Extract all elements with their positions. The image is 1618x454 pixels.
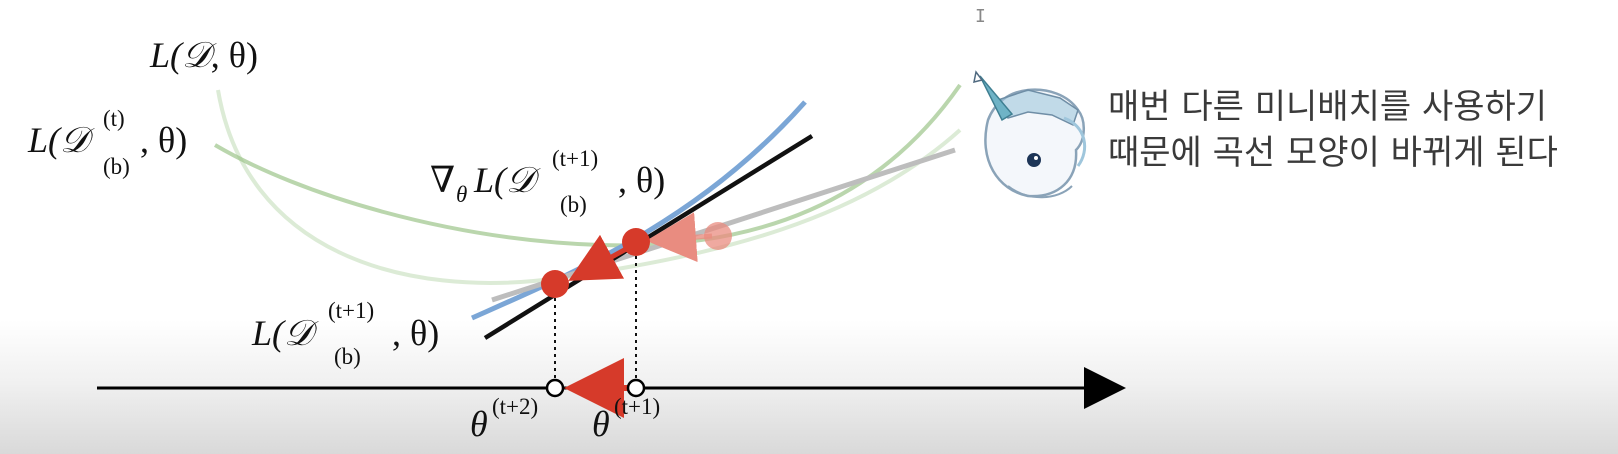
full-loss-label: L(𝒟, θ) [149, 35, 258, 75]
svg-text:(t): (t) [103, 106, 125, 131]
caption-line-2: 때문에 곡선 모양이 바뀌게 된다 [1108, 133, 1558, 173]
svg-text:(t+2): (t+2) [492, 394, 538, 419]
svg-text:L(𝒟: L(𝒟 [473, 160, 541, 200]
korean-caption: 매번 다른 미니배치를 사용하기 때문에 곡선 모양이 바뀌게 된다 [1108, 84, 1558, 176]
next-point-t2 [541, 270, 569, 298]
svg-text:∇: ∇ [430, 160, 455, 200]
svg-text:(b): (b) [334, 344, 361, 369]
text-cursor-icon: I [975, 6, 986, 27]
svg-text:θ: θ [456, 182, 467, 207]
caption-line-1: 매번 다른 미니배치를 사용하기 [1108, 87, 1548, 127]
svg-text:(t+1): (t+1) [328, 298, 374, 323]
svg-text:(b): (b) [560, 192, 587, 217]
current-point-t1 [622, 228, 650, 256]
unicorn-mascot-icon [973, 70, 1087, 199]
svg-text:, θ): , θ) [618, 160, 665, 200]
batch-t1-loss-curve [470, 100, 807, 321]
gradient-label: ∇ θ L(𝒟 (t+1) (b) , θ) [430, 146, 665, 217]
theta-t1-label: θ (t+1) [592, 394, 660, 444]
svg-text:(t+1): (t+1) [614, 394, 660, 419]
svg-text:θ: θ [592, 404, 610, 444]
svg-text:(t+1): (t+1) [552, 146, 598, 171]
theta-t2-label: θ (t+2) [470, 394, 538, 444]
batch-t-loss-label: L(𝒟 (t) (b) , θ) [27, 106, 187, 179]
theta-t1-marker [626, 378, 646, 398]
batch-t1-loss-label: L(𝒟 (t+1) (b) , θ) [251, 298, 439, 369]
faint-previous-point [704, 222, 732, 250]
svg-text:, θ): , θ) [392, 313, 439, 353]
svg-text:, θ): , θ) [140, 120, 187, 160]
svg-text:L(𝒟: L(𝒟 [27, 120, 95, 160]
svg-text:L(𝒟: L(𝒟 [251, 313, 319, 353]
svg-text:θ: θ [470, 404, 488, 444]
svg-text:(b): (b) [103, 154, 130, 179]
gradient-step-arrow [568, 234, 630, 281]
faint-update-arrow [646, 212, 713, 263]
theta-t2-marker [545, 378, 565, 398]
